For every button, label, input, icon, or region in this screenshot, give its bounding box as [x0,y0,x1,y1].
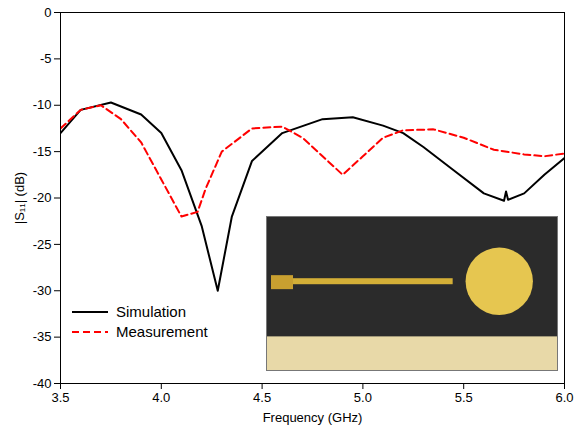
svg-text:4.5: 4.5 [253,390,271,405]
svg-text:-10: -10 [33,97,52,112]
svg-text:5.5: 5.5 [455,390,473,405]
svg-text:5.0: 5.0 [354,390,372,405]
html-text:Simulation: Simulation [116,303,186,320]
svg-text:-15: -15 [33,144,52,159]
html-text:Measurement: Measurement [116,323,208,340]
svg-text:|S₁₁| (dB): |S₁₁| (dB) [12,172,27,224]
svg-text:-35: -35 [33,329,52,344]
svg-text:Frequency (GHz): Frequency (GHz) [263,410,363,425]
svg-text:-40: -40 [33,376,52,391]
svg-text:-5: -5 [40,51,52,66]
svg-text:4.0: 4.0 [152,390,170,405]
svg-text:-30: -30 [33,283,52,298]
svg-text:0: 0 [44,5,51,20]
svg-text:-20: -20 [33,190,52,205]
svg-text:3.5: 3.5 [51,390,69,405]
svg-text:-25: -25 [33,237,52,252]
svg-text:6.0: 6.0 [555,390,573,405]
